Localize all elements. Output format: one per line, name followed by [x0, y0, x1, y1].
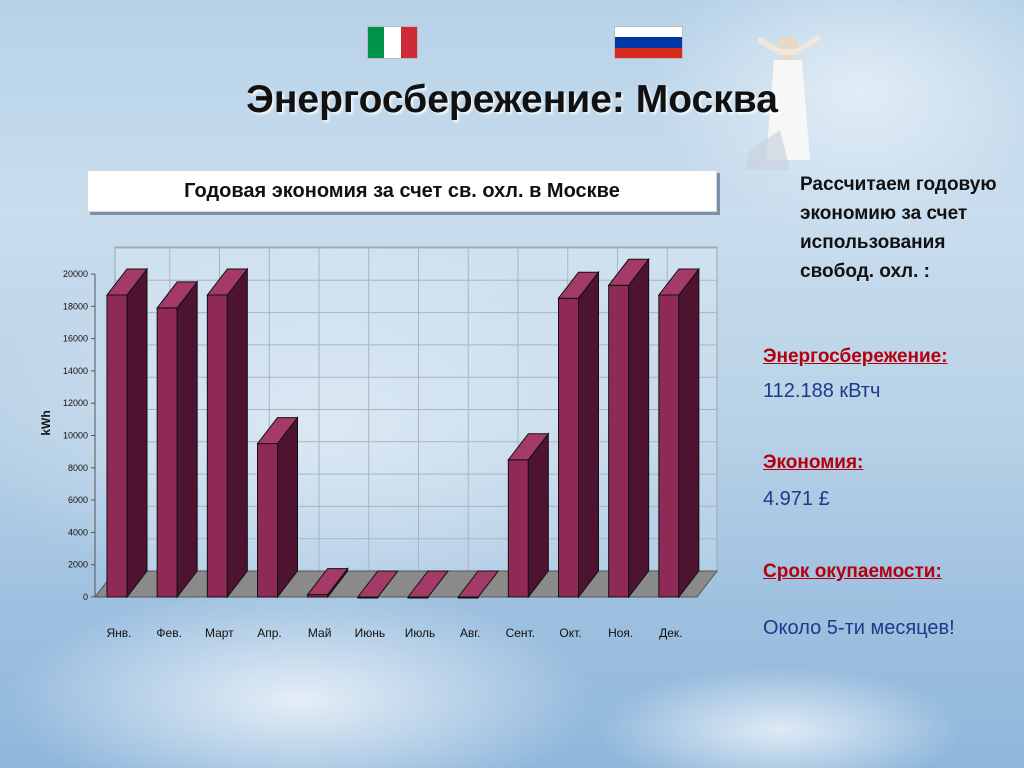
x-tick-label: Май: [308, 626, 332, 640]
bar-side: [277, 416, 298, 599]
russia-flag-icon: [614, 26, 683, 59]
bar-side: [578, 270, 599, 599]
y-tick-label: 8000: [68, 463, 88, 473]
sidebar-intro-text: Рассчитаем годовую экономию за счет испо…: [800, 174, 997, 282]
bar-top: [557, 271, 600, 299]
y-tick-label: 18000: [63, 301, 88, 311]
y-tick-label: 20000: [63, 269, 88, 279]
bar-front: [156, 307, 178, 598]
y-axis-label: kWh: [39, 410, 53, 435]
bar-front: [257, 443, 278, 598]
y-tick-label: 10000: [63, 431, 88, 441]
bar-top: [206, 268, 249, 296]
bar-side: [176, 280, 198, 599]
bar-front: [608, 284, 630, 598]
x-tick-label: Фев.: [156, 626, 182, 640]
bar-side: [678, 267, 700, 599]
bar-side: [628, 257, 650, 599]
payback-label: Срок окупаемости:: [763, 561, 942, 582]
x-tick-label: Июль: [405, 626, 436, 640]
bar-front: [558, 297, 579, 598]
energy-label: Энергосбережение:: [763, 346, 948, 367]
savings-label: Экономия:: [763, 452, 864, 473]
bar-top: [457, 570, 500, 598]
y-tick-label: 4000: [68, 527, 88, 537]
x-tick-label: Сент.: [506, 626, 535, 640]
bar-side: [226, 267, 248, 599]
bar-top: [256, 417, 299, 445]
bar-front: [658, 294, 680, 598]
y-tick-label: 16000: [63, 334, 88, 344]
energy-value: 112.188 кВтч: [763, 380, 881, 402]
italy-flag-icon: [367, 26, 418, 59]
y-tick-label: 14000: [63, 366, 88, 376]
bar-top: [657, 268, 700, 296]
bar-side: [527, 432, 549, 599]
bar-chart: 0 2000 4000 6000 8000 10000 12000 14000 16000 180…: [39, 246, 719, 640]
y-tick-label: 12000: [63, 398, 88, 408]
y-tick-label: 6000: [68, 495, 88, 505]
x-tick-label: Авг.: [460, 626, 481, 640]
x-tick-label: Апр.: [257, 626, 282, 640]
bar-side: [126, 267, 148, 599]
payback-value: Около 5-ти месяцев!: [763, 617, 955, 639]
bar-top: [607, 258, 650, 286]
bar-top: [356, 570, 399, 598]
x-tick-label: Март: [205, 626, 234, 640]
x-tick-label: Июнь: [355, 626, 386, 640]
x-tick-label: Ноя.: [608, 626, 633, 640]
x-tick-label: Янв.: [106, 626, 131, 640]
bar-top: [507, 433, 550, 461]
bar-top: [306, 568, 349, 596]
person-photo-icon: [745, 35, 821, 170]
page-title: Энергосбережение: Москва: [246, 78, 778, 121]
savings-value: 4.971 £: [763, 488, 830, 510]
chart-subtitle: Годовая экономия за счет св. охл. в Моск…: [184, 179, 620, 202]
x-tick-label: Окт.: [559, 626, 581, 640]
y-tick-label: 2000: [68, 560, 88, 570]
bar-front: [206, 294, 228, 598]
bar-top: [156, 281, 199, 309]
chart-subtitle-box: Годовая экономия за счет св. охл. в Моск…: [87, 170, 717, 212]
bar-top: [105, 268, 149, 296]
bar-top: [406, 570, 450, 598]
bar-front: [507, 459, 529, 598]
y-tick-label: 0: [83, 592, 88, 602]
x-tick-label: Дек.: [659, 626, 682, 640]
bar-front: [106, 294, 128, 598]
